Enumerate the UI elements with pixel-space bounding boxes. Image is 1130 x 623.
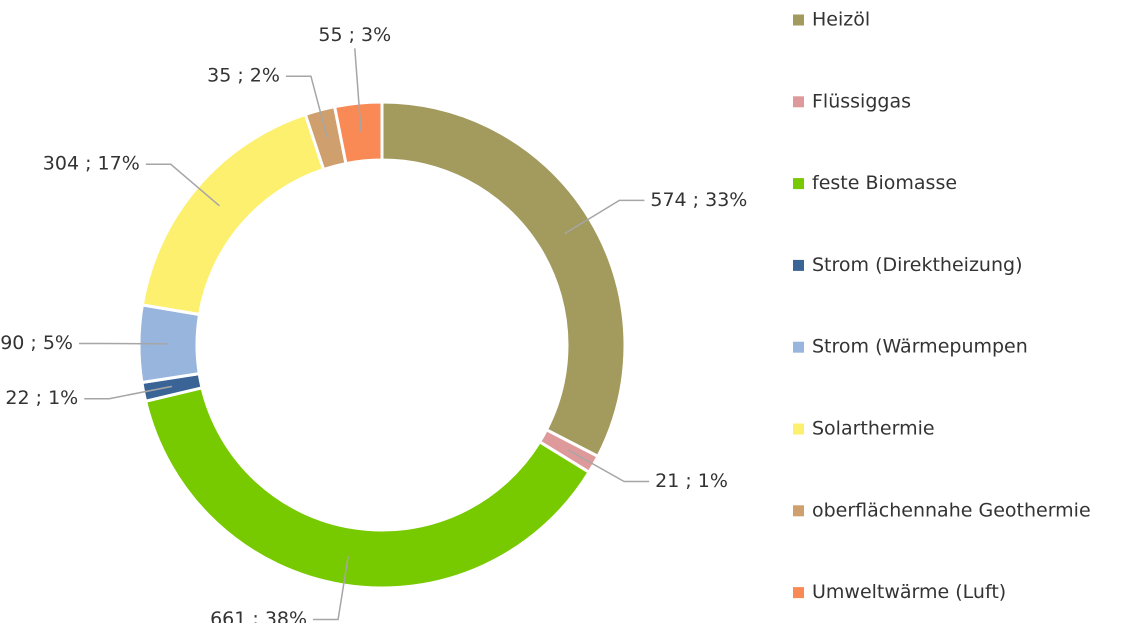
leader-line [313,556,349,621]
legend-label: oberflächennahe Geothermie [812,499,1091,521]
slice [380,100,627,459]
legend-swatch [793,14,804,26]
data-label: 304 ; 17% [43,153,140,175]
slice [140,112,326,317]
legend-swatch [793,341,804,353]
data-label: 55 ; 3% [318,24,391,46]
legend-label: Strom (Direktheizung) [812,254,1022,276]
leader-line [564,199,645,235]
data-label: 661 ; 38% [210,608,307,623]
data-label: 90 ; 5% [0,332,73,354]
legend-swatch [793,505,804,517]
legend-swatch [793,587,804,599]
legend-swatch [793,259,804,271]
data-label: 574 ; 33% [650,189,747,211]
leader-line [285,75,329,139]
legend-swatch [793,96,804,108]
leader-line [354,48,362,133]
legend-label: Flüssiggas [812,90,911,112]
legend-swatch [793,178,804,190]
legend-swatch [793,423,804,435]
leader-line [568,449,650,483]
legend-label: Umweltwärme (Luft) [812,581,1006,603]
slice [143,386,592,590]
data-label: 21 ; 1% [655,470,728,492]
legend-label: feste Biomasse [812,172,957,194]
legend-label: Strom (Wärmepumpen [812,336,1028,358]
leader-line [145,163,220,207]
data-label: 22 ; 1% [5,387,78,409]
data-label: 35 ; 2% [207,65,280,87]
legend-label: Solarthermie [812,418,935,440]
slice [332,100,384,166]
leader-line [84,385,173,400]
legend-label: Heizöl [812,9,870,31]
